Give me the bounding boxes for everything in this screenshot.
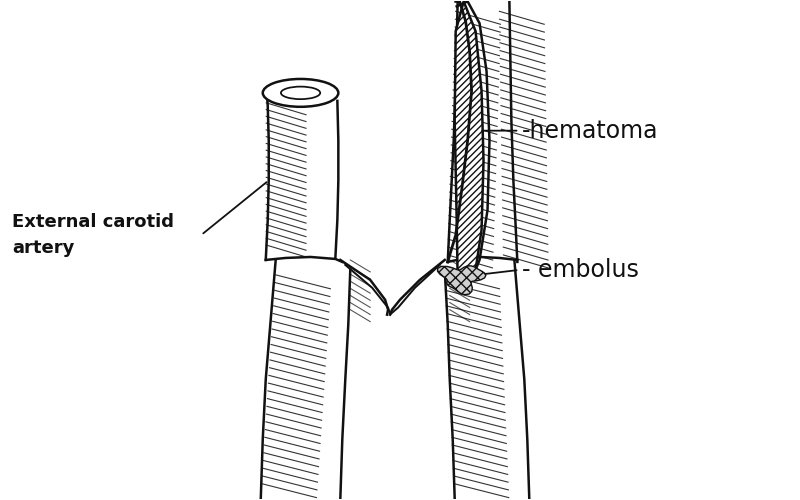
Polygon shape [438,266,486,294]
Ellipse shape [281,86,320,99]
Text: External carotid: External carotid [12,213,174,231]
Text: artery: artery [12,239,74,257]
Text: - embolus: - embolus [522,258,639,282]
Ellipse shape [262,79,338,107]
Polygon shape [454,2,483,285]
Text: -hematoma: -hematoma [522,118,659,142]
